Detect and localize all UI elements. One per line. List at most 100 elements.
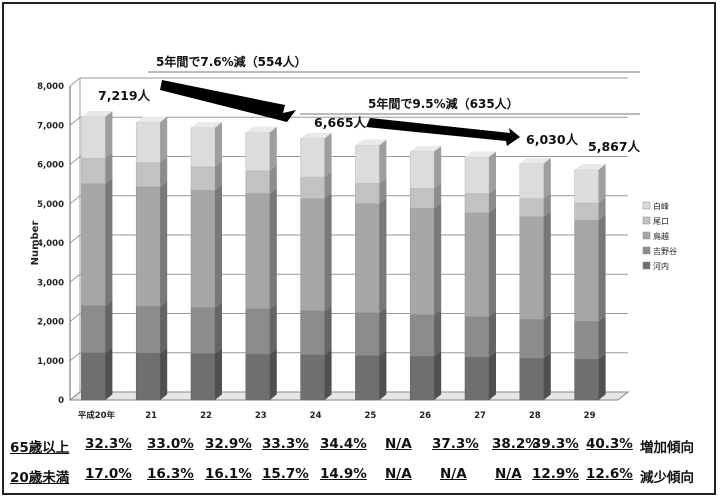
bar-segment [409, 208, 435, 316]
bar-top [245, 126, 277, 133]
bar-segment-side [160, 116, 168, 163]
trend-decreasing: 減少傾向 [640, 470, 694, 486]
bar-segment [409, 188, 435, 209]
y-tick-label: 3,000 [37, 278, 64, 288]
bar-segment-side [379, 139, 387, 184]
bar-segment [135, 186, 161, 307]
bar-segment [574, 202, 599, 221]
bar-segment-side [269, 187, 277, 309]
bar-segment-side [489, 311, 496, 358]
bar-segment [245, 353, 271, 401]
x-tick-label: 24 [310, 411, 322, 421]
gridline-side [69, 195, 81, 205]
cell-under-20-24: 14.9% [320, 466, 367, 482]
gridline-side [69, 234, 81, 244]
bar-segment [81, 157, 106, 184]
decline-arrow [366, 118, 520, 146]
bar-segment-side [215, 302, 222, 354]
bar-segment-side [379, 177, 387, 204]
bar-segment [81, 352, 106, 401]
legend-label: 吉野谷 [653, 247, 677, 256]
population-chart: 0 1,000 2,000 3,000 4,000 5,000 6,000 7,000 8,00… [30, 54, 677, 421]
x-tick-label: 25 [364, 411, 376, 421]
bar-top [300, 132, 332, 139]
y-tick-label: 4,000 [37, 239, 64, 249]
legend-label: 白峰 [653, 201, 669, 211]
bar-segment-side [105, 111, 113, 159]
bar-segment [190, 190, 216, 309]
bar-segment [409, 151, 435, 189]
annotation-5yr-9-5: 5年間で9.5%減（635人） [368, 96, 519, 111]
row-label-under-20: 20歳未満 [10, 470, 70, 486]
bar-segment-side [215, 122, 222, 167]
bar-segment [135, 306, 161, 354]
bar-segment [300, 176, 325, 199]
gridline-side [69, 313, 81, 322]
y-tick-label: 0 [58, 396, 64, 406]
cell-over-65-28: 39.3% [532, 436, 579, 452]
cell-under-20-25: N/A [385, 466, 412, 482]
bar-segment-side [434, 202, 442, 315]
bar-segment [574, 321, 599, 360]
bar-segment-side [598, 197, 606, 221]
legend-swatch [642, 261, 651, 270]
bar-segment-side [160, 300, 168, 354]
bar-segment-side [434, 182, 442, 209]
bar-segment [300, 310, 325, 356]
cell-over-65-27: 38.2% [492, 436, 539, 452]
bar-segment [355, 312, 380, 356]
trend-increasing: 増加傾向 [640, 440, 694, 456]
bar-segment-side [543, 211, 551, 320]
bar-segment [81, 183, 106, 307]
y-axis-label: Number [30, 221, 41, 266]
cell-over-65-25: N/A [385, 436, 412, 452]
legend-swatch [642, 216, 651, 225]
bar-top [136, 116, 168, 123]
total-label: 5,867人 [588, 139, 641, 154]
x-tick-label: 平成20年 [78, 410, 116, 421]
cell-over-65-26: 37.3% [432, 436, 479, 452]
bar-segment-side [489, 151, 496, 194]
x-tick-label: 26 [419, 411, 431, 421]
total-label: 6,030人 [526, 132, 579, 147]
bar-segment-side [489, 187, 496, 213]
cell-under-20-h20: 17.0% [85, 466, 132, 482]
bar-segment [245, 132, 271, 172]
bar-segment-side [489, 351, 496, 400]
cell-over-65-22: 32.9% [205, 436, 252, 452]
bar-segment [190, 127, 216, 168]
bar-segment [355, 145, 380, 184]
bar-segment-side [379, 307, 387, 356]
cell-over-65-h20: 32.3% [85, 436, 132, 452]
cell-over-65-21: 33.0% [147, 436, 194, 452]
cell-under-20-21: 16.3% [147, 466, 194, 482]
bar-segment-side [379, 198, 387, 313]
bar-segment-side [434, 145, 442, 189]
bar-segment [519, 198, 545, 217]
cell-over-65-29: 40.3% [586, 436, 633, 452]
bar-segment-side [324, 305, 332, 355]
bar-segment-side [215, 184, 222, 308]
bar-segment-side [215, 348, 222, 400]
bar-segment-side [105, 300, 113, 353]
bar-segment [135, 162, 161, 188]
table-row-under-20: 20歳未満 17.0% 16.3% 16.1% 15.7% 14.9% N/A … [0, 466, 720, 490]
bar-segment-side [105, 152, 113, 184]
gridline-side [69, 77, 81, 87]
gridline-side [69, 352, 81, 362]
bar-segment-side [543, 313, 551, 359]
y-tick-label: 8,000 [37, 82, 64, 92]
bar-segment [135, 121, 161, 163]
y-tick-label: 5,000 [37, 200, 64, 210]
cell-under-20-28: 12.9% [532, 466, 579, 482]
bar-segment [190, 353, 216, 401]
row-label-over-65: 65歳以上 [10, 440, 70, 456]
bar-segment-side [160, 347, 168, 400]
bar-segment-side [269, 126, 277, 171]
bar-segment [190, 166, 216, 191]
bar-segment [245, 308, 271, 355]
x-tick-label: 23 [255, 411, 267, 421]
legend-label: 河内 [653, 261, 669, 271]
y-tick-label: 6,000 [37, 161, 64, 171]
